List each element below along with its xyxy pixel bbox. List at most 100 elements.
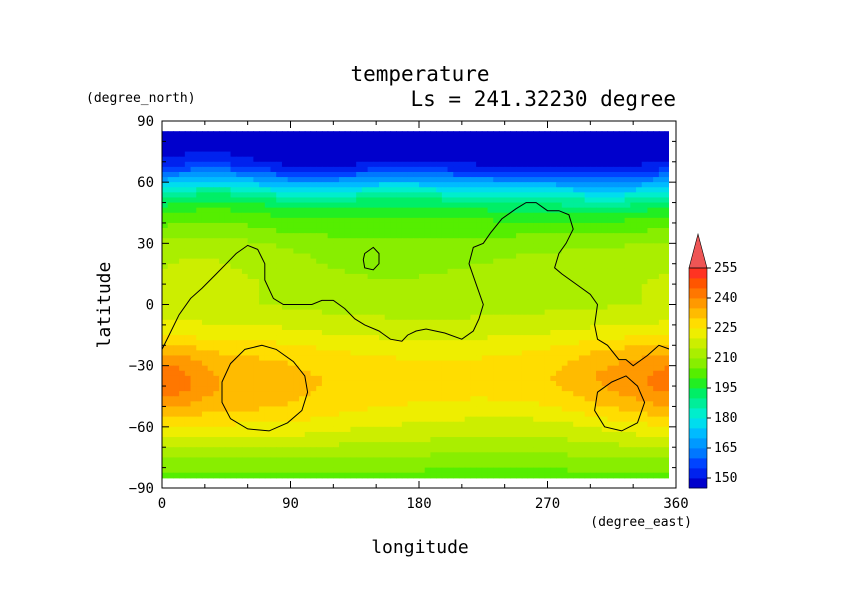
heatmap-cell — [493, 238, 500, 244]
heatmap-cell — [162, 411, 169, 418]
heatmap-cell — [658, 217, 666, 224]
heatmap-cell — [573, 294, 580, 301]
heatmap-cell — [401, 212, 409, 219]
heatmap-cell — [458, 294, 466, 301]
heatmap-cell — [487, 166, 494, 173]
heatmap-cell — [516, 146, 523, 153]
heatmap-cell — [241, 401, 249, 408]
heatmap-cell — [230, 340, 237, 346]
heatmap-cell — [624, 401, 631, 408]
heatmap-cell — [498, 294, 506, 301]
heatmap-cell — [464, 355, 471, 362]
heatmap-cell — [281, 233, 289, 239]
heatmap-cell — [179, 319, 186, 326]
heatmap-cell — [436, 131, 443, 137]
heatmap-cell — [293, 197, 300, 204]
heatmap-cell — [453, 233, 460, 239]
heatmap-cell — [510, 401, 517, 408]
heatmap-cell — [247, 187, 254, 193]
heatmap-cell — [281, 156, 289, 163]
heatmap-cell — [521, 177, 529, 183]
heatmap-cell — [350, 319, 357, 326]
heatmap-cell — [373, 335, 380, 341]
heatmap-cell — [213, 314, 220, 321]
heatmap-cell — [447, 299, 454, 306]
heatmap-cell — [173, 365, 180, 372]
heatmap-cell — [556, 391, 563, 397]
heatmap-cell — [653, 156, 660, 163]
heatmap-cell — [653, 350, 660, 357]
heatmap-cell — [430, 182, 437, 188]
heatmap-cell — [259, 258, 266, 265]
heatmap-cell — [407, 360, 414, 367]
heatmap-cell — [196, 345, 203, 351]
heatmap-cell — [521, 151, 529, 158]
heatmap-cell — [367, 228, 374, 234]
heatmap-cell — [516, 309, 523, 316]
heatmap-cell — [613, 248, 620, 255]
heatmap-cell — [333, 207, 340, 214]
heatmap-cell — [236, 222, 243, 229]
heatmap-cell — [533, 365, 540, 372]
heatmap-cell — [201, 319, 209, 326]
heatmap-cell — [538, 340, 546, 346]
heatmap-cell — [521, 146, 529, 153]
heatmap-cell — [310, 365, 317, 372]
heatmap-cell — [190, 166, 197, 173]
heatmap-cell — [213, 171, 220, 178]
heatmap-cell — [304, 396, 312, 402]
heatmap-cell — [321, 273, 329, 280]
heatmap-cell — [361, 279, 369, 285]
heatmap-cell — [590, 202, 597, 209]
heatmap-cell — [224, 146, 232, 153]
heatmap-cell — [327, 217, 334, 224]
heatmap-cell — [516, 258, 523, 265]
heatmap-cell — [464, 248, 471, 255]
heatmap-cell — [430, 156, 437, 163]
heatmap-cell — [527, 370, 534, 377]
heatmap-cell — [538, 253, 546, 260]
heatmap-cell — [538, 212, 546, 219]
heatmap-cell — [578, 212, 586, 219]
heatmap-cell — [601, 324, 609, 331]
heatmap-cell — [247, 380, 254, 387]
heatmap-cell — [310, 151, 317, 158]
heatmap-cell — [458, 217, 466, 224]
heatmap-cell — [504, 289, 511, 295]
heatmap-cell — [590, 243, 597, 250]
heatmap-cell — [481, 391, 489, 397]
heatmap-cell — [173, 289, 180, 295]
heatmap-cell — [510, 335, 517, 341]
heatmap-cell — [498, 202, 506, 209]
heatmap-cell — [413, 136, 420, 142]
heatmap-cell — [270, 401, 277, 408]
heatmap-cell — [584, 391, 591, 397]
heatmap-cell — [613, 238, 620, 244]
heatmap-cell — [384, 263, 392, 270]
heatmap-cell — [658, 228, 666, 234]
heatmap-cell — [510, 177, 517, 183]
heatmap-cell — [287, 386, 294, 392]
heatmap-cell — [419, 258, 426, 265]
heatmap-cell — [419, 309, 426, 316]
heatmap-cell — [658, 182, 666, 188]
heatmap-cell — [584, 279, 591, 285]
heatmap-cell — [287, 222, 294, 229]
heatmap-cell — [658, 355, 666, 362]
heatmap-cell — [367, 268, 374, 275]
heatmap-cell — [350, 401, 357, 408]
heatmap-cell — [299, 319, 306, 326]
heatmap-cell — [573, 171, 580, 178]
heatmap-cell — [327, 380, 334, 387]
heatmap-cell — [607, 136, 614, 142]
heatmap-cell — [270, 396, 277, 402]
heatmap-cell — [647, 141, 654, 148]
heatmap-cell — [401, 391, 409, 397]
heatmap-cell — [333, 401, 340, 408]
heatmap-cell — [601, 319, 609, 326]
heatmap-cell — [207, 365, 214, 372]
heatmap-cell — [613, 263, 620, 270]
heatmap-cell — [219, 187, 226, 193]
heatmap-cell — [379, 258, 386, 265]
heatmap-cell — [344, 350, 352, 357]
